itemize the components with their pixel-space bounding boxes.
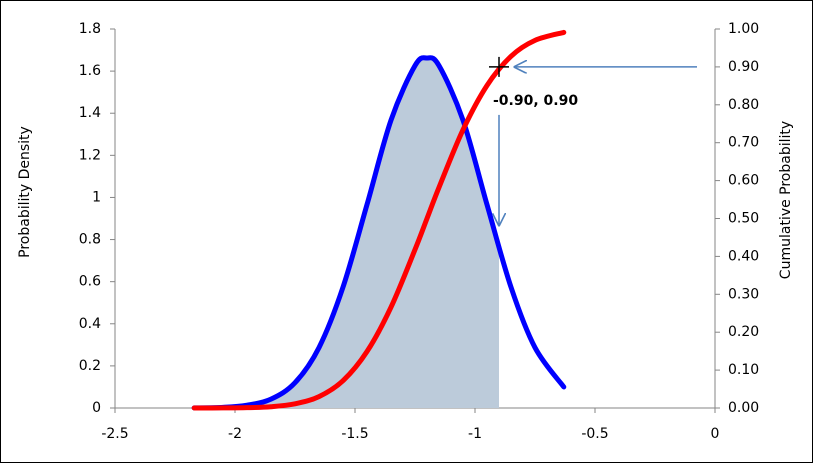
shaded-area — [194, 57, 499, 408]
y-tick-label: 1.8 — [79, 21, 101, 37]
y-tick-label: 0.4 — [79, 316, 101, 332]
y2-tick-label: 0.30 — [728, 286, 759, 302]
x-tick-label: -2.5 — [101, 426, 128, 442]
annotation-label: -0.90, 0.90 — [493, 93, 578, 109]
y-tick-label: 0.2 — [79, 358, 101, 374]
y2-tick-label: 0.70 — [728, 135, 759, 151]
x-tick-label: 0 — [711, 426, 720, 442]
y2-tick-label: 0.80 — [728, 97, 759, 113]
y2-tick-label: 0.20 — [728, 324, 759, 340]
y-tick-label: 1.2 — [79, 147, 101, 163]
y2-tick-label: 0.60 — [728, 173, 759, 189]
series-line — [191, 55, 567, 411]
y-tick-label: 1 — [92, 189, 101, 205]
y2-tick-label: 0.90 — [728, 59, 759, 75]
y2-tick-label: 1.00 — [728, 21, 759, 37]
y-tick-label: 0.8 — [79, 232, 101, 248]
series-line — [191, 29, 567, 411]
x-tick-label: -0.5 — [581, 426, 608, 442]
y2-tick-label: 0.10 — [728, 362, 759, 378]
y2-axis-title: Cumulative Probability — [778, 121, 794, 279]
y-tick-label: 1.4 — [79, 105, 101, 121]
x-tick-label: -1 — [468, 426, 482, 442]
x-tick-label: -1.5 — [341, 426, 368, 442]
x-tick-label: -2 — [228, 426, 242, 442]
y2-tick-label: 0.40 — [728, 248, 759, 264]
y-tick-label: 1.6 — [79, 63, 101, 79]
y2-tick-label: 0.00 — [728, 400, 759, 416]
y-tick-label: 0 — [92, 400, 101, 416]
y-tick-label: 0.6 — [79, 274, 101, 290]
y2-tick-label: 0.50 — [728, 211, 759, 227]
y-axis-title: Probability Density — [17, 126, 33, 258]
